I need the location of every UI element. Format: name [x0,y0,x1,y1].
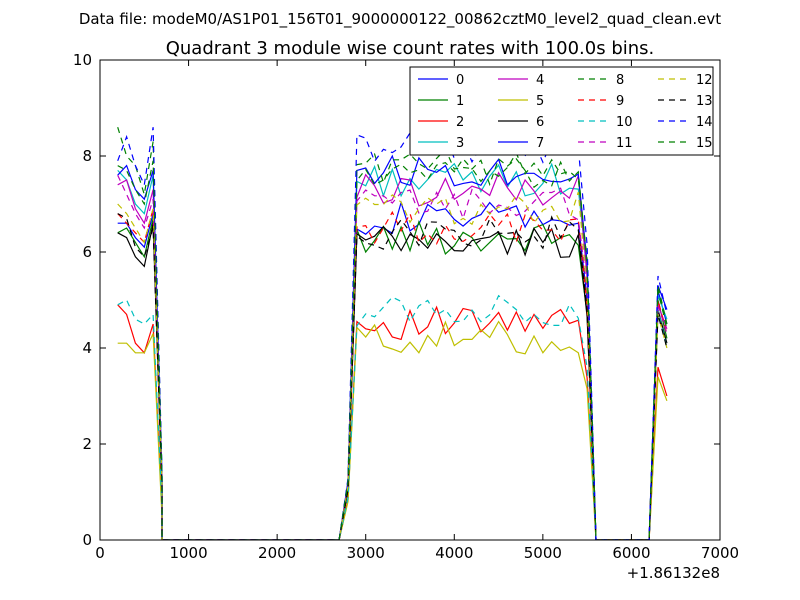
legend-entry-7: 7 [498,136,544,151]
series-line-15 [117,157,668,540]
legend-entry-5: 5 [498,94,544,109]
legend-label: 11 [616,136,633,151]
legend-entry-6: 6 [498,115,544,130]
legend-label: 12 [696,73,713,88]
legend-label: 1 [456,94,464,109]
legend-label: 2 [456,115,464,130]
legend-label: 15 [696,136,713,151]
series-line-7 [117,154,668,540]
x-tick-label: 6000 [612,544,650,562]
data-file-header: Data file: modeM0/AS1P01_156T01_90000001… [79,10,721,29]
series-line-8 [117,127,668,540]
legend-entry-0: 0 [418,73,464,88]
series-line-14 [117,127,668,540]
x-offset-label: +1.86132e8 [627,564,720,582]
legend-entry-10: 10 [578,115,633,130]
x-tick-label: 5000 [524,544,562,562]
y-tick-label: 8 [82,147,92,165]
x-tick-label: 2000 [258,544,296,562]
legend-entry-15: 15 [658,136,713,151]
legend-entry-12: 12 [658,73,713,88]
legend-label: 7 [536,136,544,151]
y-tick-label: 10 [73,51,92,69]
y-tick-label: 6 [82,243,92,261]
axes: 0 1000 2000 3000 4000 5000 6000 7000 +1.86132e8 0… [73,51,739,582]
legend-label: 14 [696,115,713,130]
series-line-2 [117,304,668,540]
chart-title: Quadrant 3 module wise count rates with … [166,38,655,59]
legend-label: 8 [616,73,624,88]
legend-entry-8: 8 [578,73,624,88]
legend-label: 10 [616,115,633,130]
series-line-5 [117,320,668,540]
legend-entry-13: 13 [658,94,713,109]
legend-entry-2: 2 [418,115,464,130]
legend-label: 4 [536,73,544,88]
plot-area [117,127,668,540]
x-tick-label: 4000 [435,544,473,562]
legend-entry-3: 3 [418,136,464,151]
x-tick-label: 1000 [169,544,207,562]
legend-label: 9 [616,94,624,109]
legend-entry-1: 1 [418,94,464,109]
legend-entry-11: 11 [578,136,633,151]
legend-label: 0 [456,73,464,88]
legend-entry-4: 4 [498,73,544,88]
legend-entry-9: 9 [578,94,624,109]
series-line-13 [117,213,668,540]
x-tick-label: 7000 [701,544,739,562]
series-line-6 [117,223,668,540]
legend-label: 3 [456,136,464,151]
legend-box [409,66,714,156]
y-tick-label: 4 [82,339,92,357]
legend-label: 13 [696,94,713,109]
series-line-11 [117,174,668,540]
legend-entry-14: 14 [658,115,713,130]
axes-frame [99,59,721,541]
series-line-1 [117,218,668,540]
series-line-3 [117,162,668,540]
legend-label: 6 [536,115,544,130]
series-line-4 [117,171,668,540]
x-tick-label: 0 [95,544,105,562]
y-tick-label: 2 [82,435,92,453]
legend-label: 5 [536,94,544,109]
y-tick-label: 0 [82,531,92,549]
x-tick-label: 3000 [347,544,385,562]
series-line-9 [117,208,668,540]
series-line-10 [117,294,668,540]
